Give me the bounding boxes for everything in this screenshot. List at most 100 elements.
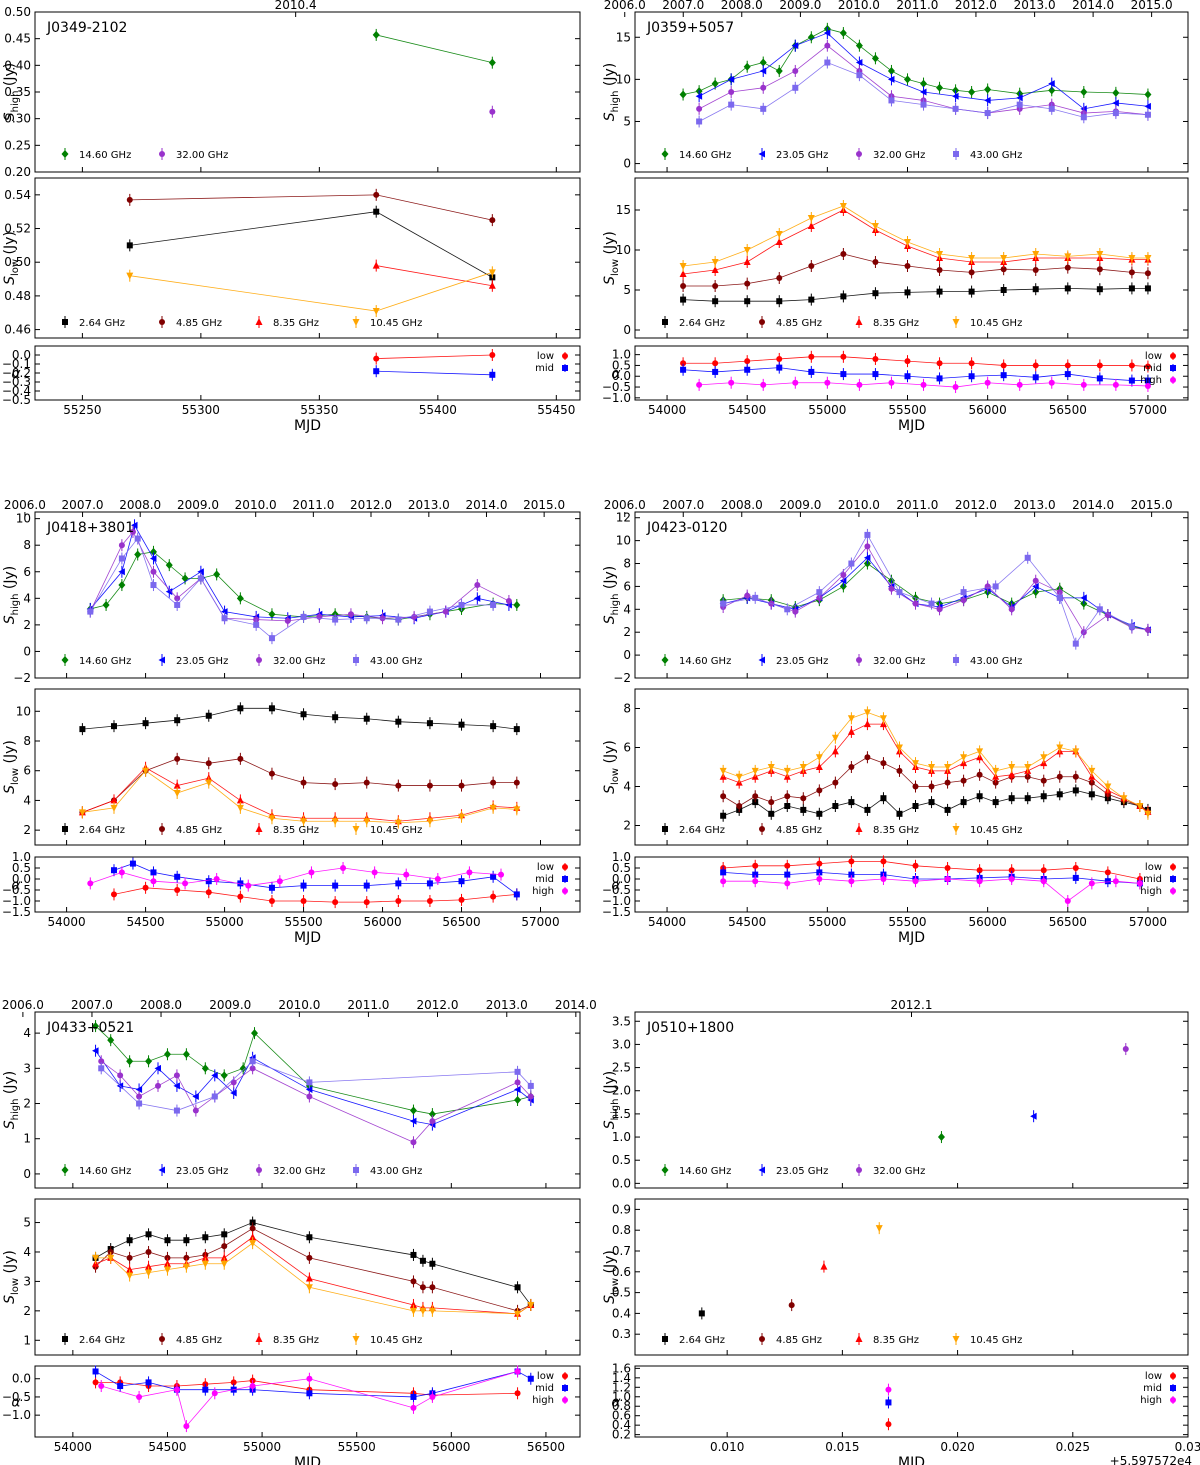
panel-J04230120-low-point-264GHz: [1008, 795, 1015, 802]
panel-J03595057-low-legend-marker: [952, 319, 960, 326]
panel-J04330521-low-point-1045GHz: [428, 1307, 436, 1315]
panel-J04330521-low-point-485GHz: [249, 1225, 256, 1232]
panel-J04330521-high-legend-label: 32.00 GHz: [273, 1166, 325, 1177]
panel-J04330521-low-ytick-label: 4: [23, 1245, 31, 1259]
panel-J04330521-high-point-3200GHz: [192, 1107, 199, 1114]
panel-J04330521-alpha-xtick-label: 54000: [54, 1440, 92, 1454]
panel-J05101800-high-legend-marker: [856, 1167, 862, 1173]
panel-J03595057-high-point-3200GHz: [728, 89, 735, 95]
panel-J04330521-low-frame: [34, 1198, 581, 1356]
panel-J04330521-alpha-point-mid: [306, 1390, 313, 1397]
panel-J04330521-high-point-4300GHz: [527, 1082, 534, 1089]
panel-J04330521-alpha-ylabel: α: [11, 1395, 21, 1411]
panel-J04230120-low-point-264GHz: [944, 806, 951, 813]
panel-J04230120-alpha-point-mid: [1072, 874, 1079, 881]
panel-J04183801-alpha-point-mid: [395, 880, 402, 887]
panel-J04330521-high-legend-label: 43.00 GHz: [370, 1166, 422, 1177]
panel-J04183801-alpha-xtick-label: 55000: [205, 915, 243, 929]
panel-J04183801-high-legend-marker: [256, 657, 262, 663]
panel-J04183801-alpha-point-mid: [426, 880, 433, 887]
panel-J04230120-alpha-point-mid: [720, 869, 727, 876]
panel-J03595057-alpha-legend-label: low: [1145, 351, 1162, 362]
panel-J03595057-low-legend-label: 10.45 GHz: [970, 318, 1022, 329]
panel-J04230120-low-line-835GHz: [723, 723, 1149, 813]
panel-J04183801-alpha-point-low: [490, 893, 497, 900]
panel-J04183801-high-legend-label: 23.05 GHz: [176, 656, 228, 667]
panel-J03492102-high-ytick-label: 0.25: [4, 138, 31, 152]
panel-J04330521-low-legend-label: 4.85 GHz: [176, 1335, 222, 1346]
panel-J04183801-alpha-xtick-label: 57000: [521, 915, 559, 929]
panel-J03595057-high-point-2305GHz: [695, 92, 703, 100]
panel-J04230120-high-point-4300GHz: [720, 600, 727, 607]
panel-J04230120-high-point-3200GHz: [1008, 606, 1015, 613]
panel-J04230120-high-legend-label: 23.05 GHz: [776, 656, 828, 667]
panel-J03595057-alpha-point-mid: [776, 364, 783, 371]
panel-J04183801-alpha-xtick-label: 54500: [126, 915, 164, 929]
panel-J04183801-low-point-1045GHz: [78, 809, 86, 817]
panel-J04183801-high-ytick-label: 10: [16, 512, 31, 526]
panel-J04230120-alpha-point-mid: [816, 869, 823, 876]
panel-J03595057-low-point-485GHz: [680, 283, 687, 289]
panel-J03595057-low-point-485GHz: [936, 267, 943, 273]
panel-J04230120-high-point-4300GHz: [928, 600, 935, 607]
panel-J04230120-alpha-xtick-label: 56500: [1049, 915, 1087, 929]
panel-J04330521-low-point-264GHz: [126, 1237, 133, 1244]
panel-J04330521-high-point-2305GHz: [135, 1085, 143, 1093]
panel-J03595057-high-legend-label: 43.00 GHz: [970, 150, 1022, 161]
panel-J04230120-alpha-point-high: [1088, 880, 1095, 887]
panel-J03492102-alpha-legend-label: low: [537, 351, 554, 362]
panel-J04183801-low-point-1045GHz: [426, 818, 434, 826]
panel-J03595057-low-point-264GHz: [744, 298, 751, 305]
panel-J03595057-alpha-ylabel: α: [611, 366, 621, 382]
panel-J04330521-high-ylabel-symbol: S: [2, 1120, 18, 1129]
panel-J03492102-year-label: 2010.4: [275, 0, 317, 12]
panel-J04183801-high-point-4300GHz: [300, 613, 307, 620]
panel-J04183801-low-point-264GHz: [300, 711, 307, 718]
panel-J03595057-high-point-2305GHz: [887, 75, 895, 83]
panel-J04183801-alpha-point-mid: [174, 873, 181, 880]
panel-J03492102-low-line-1045GHz: [129, 271, 493, 312]
panel-J03595057-alpha-point-mid: [1096, 375, 1103, 382]
panel-J04230120-low-point-1045GHz: [944, 764, 952, 771]
panel-J04330521-alpha-point-mid: [410, 1393, 417, 1400]
panel-J04230120-alpha-point-low: [784, 862, 791, 869]
panel-J03492102-high-ytick-label: 0.50: [4, 5, 31, 19]
panel-J04330521-alpha-point-high: [136, 1393, 143, 1400]
panel-J04230120-low-point-485GHz: [912, 783, 919, 790]
panel-J03492102-high-legend-label: 32.00 GHz: [176, 150, 228, 161]
panel-J04183801-alpha-point-low: [174, 887, 181, 893]
panel-J04230120-alpha-point-low: [976, 867, 983, 874]
panel-J04330521-high-point-3200GHz: [155, 1082, 162, 1089]
panel-J04230120-low-point-264GHz: [816, 810, 823, 817]
panel-J03595057-high-point-1460GHz: [871, 54, 879, 63]
panel-J03595057-alpha-point-mid: [744, 366, 751, 373]
panel-J04183801-low-point-485GHz: [426, 782, 433, 789]
panel-J03595057-alpha-point-mid: [1032, 374, 1039, 381]
panel-J04183801-low-point-1045GHz: [331, 818, 339, 826]
panel-J04230120-low-point-264GHz: [768, 810, 775, 817]
panel-J05101800-alpha-point-low: [885, 1421, 892, 1428]
panel-J04183801-alpha-point-high: [276, 878, 283, 885]
panel-J05101800-alpha-ytick-label: 1.0: [612, 1390, 631, 1404]
panel-J04230120-high-legend-marker: [758, 656, 765, 664]
panel-J05101800-alpha-point-high: [885, 1386, 892, 1393]
panel-J03492102-alpha-ytick-label: −0.5: [2, 393, 31, 407]
panel-J04330521-high-point-4300GHz: [136, 1100, 143, 1107]
panel-J04230120-low-point-264GHz: [928, 799, 935, 806]
panel-J04230120-high-ytick-label: 10: [616, 534, 631, 548]
panel-J03595057-high-point-4300GHz: [760, 105, 767, 112]
panel-J05101800-low-legend-label: 8.35 GHz: [873, 1335, 919, 1346]
panel-J05101800-high-point-3200GHz: [1122, 1046, 1129, 1053]
panel-J04183801-high-point-3200GHz: [284, 617, 291, 624]
panel-J03492102-alpha-ytick-label: −0.1: [2, 357, 31, 371]
panel-J03595057-alpha-ytick-label: 0.0: [612, 369, 631, 383]
panel-J04330521-high-point-1460GHz: [514, 1096, 522, 1104]
panel-J04230120-high-point-4300GHz: [1096, 606, 1103, 613]
panel-J04330521-alpha-point-mid: [527, 1375, 534, 1382]
panel-J03595057-high-ylabel-unit: (Jy): [602, 63, 618, 91]
panel-J03595057-high-point-3200GHz: [792, 67, 799, 74]
panel-J03595057-low-ytick-label: 0: [623, 323, 631, 337]
panel-J05101800-low-point-835GHz: [820, 1262, 828, 1270]
panel-J04330521-low-point-1045GHz: [145, 1269, 153, 1277]
panel-J03595057-low-point-1045GHz: [871, 223, 879, 230]
